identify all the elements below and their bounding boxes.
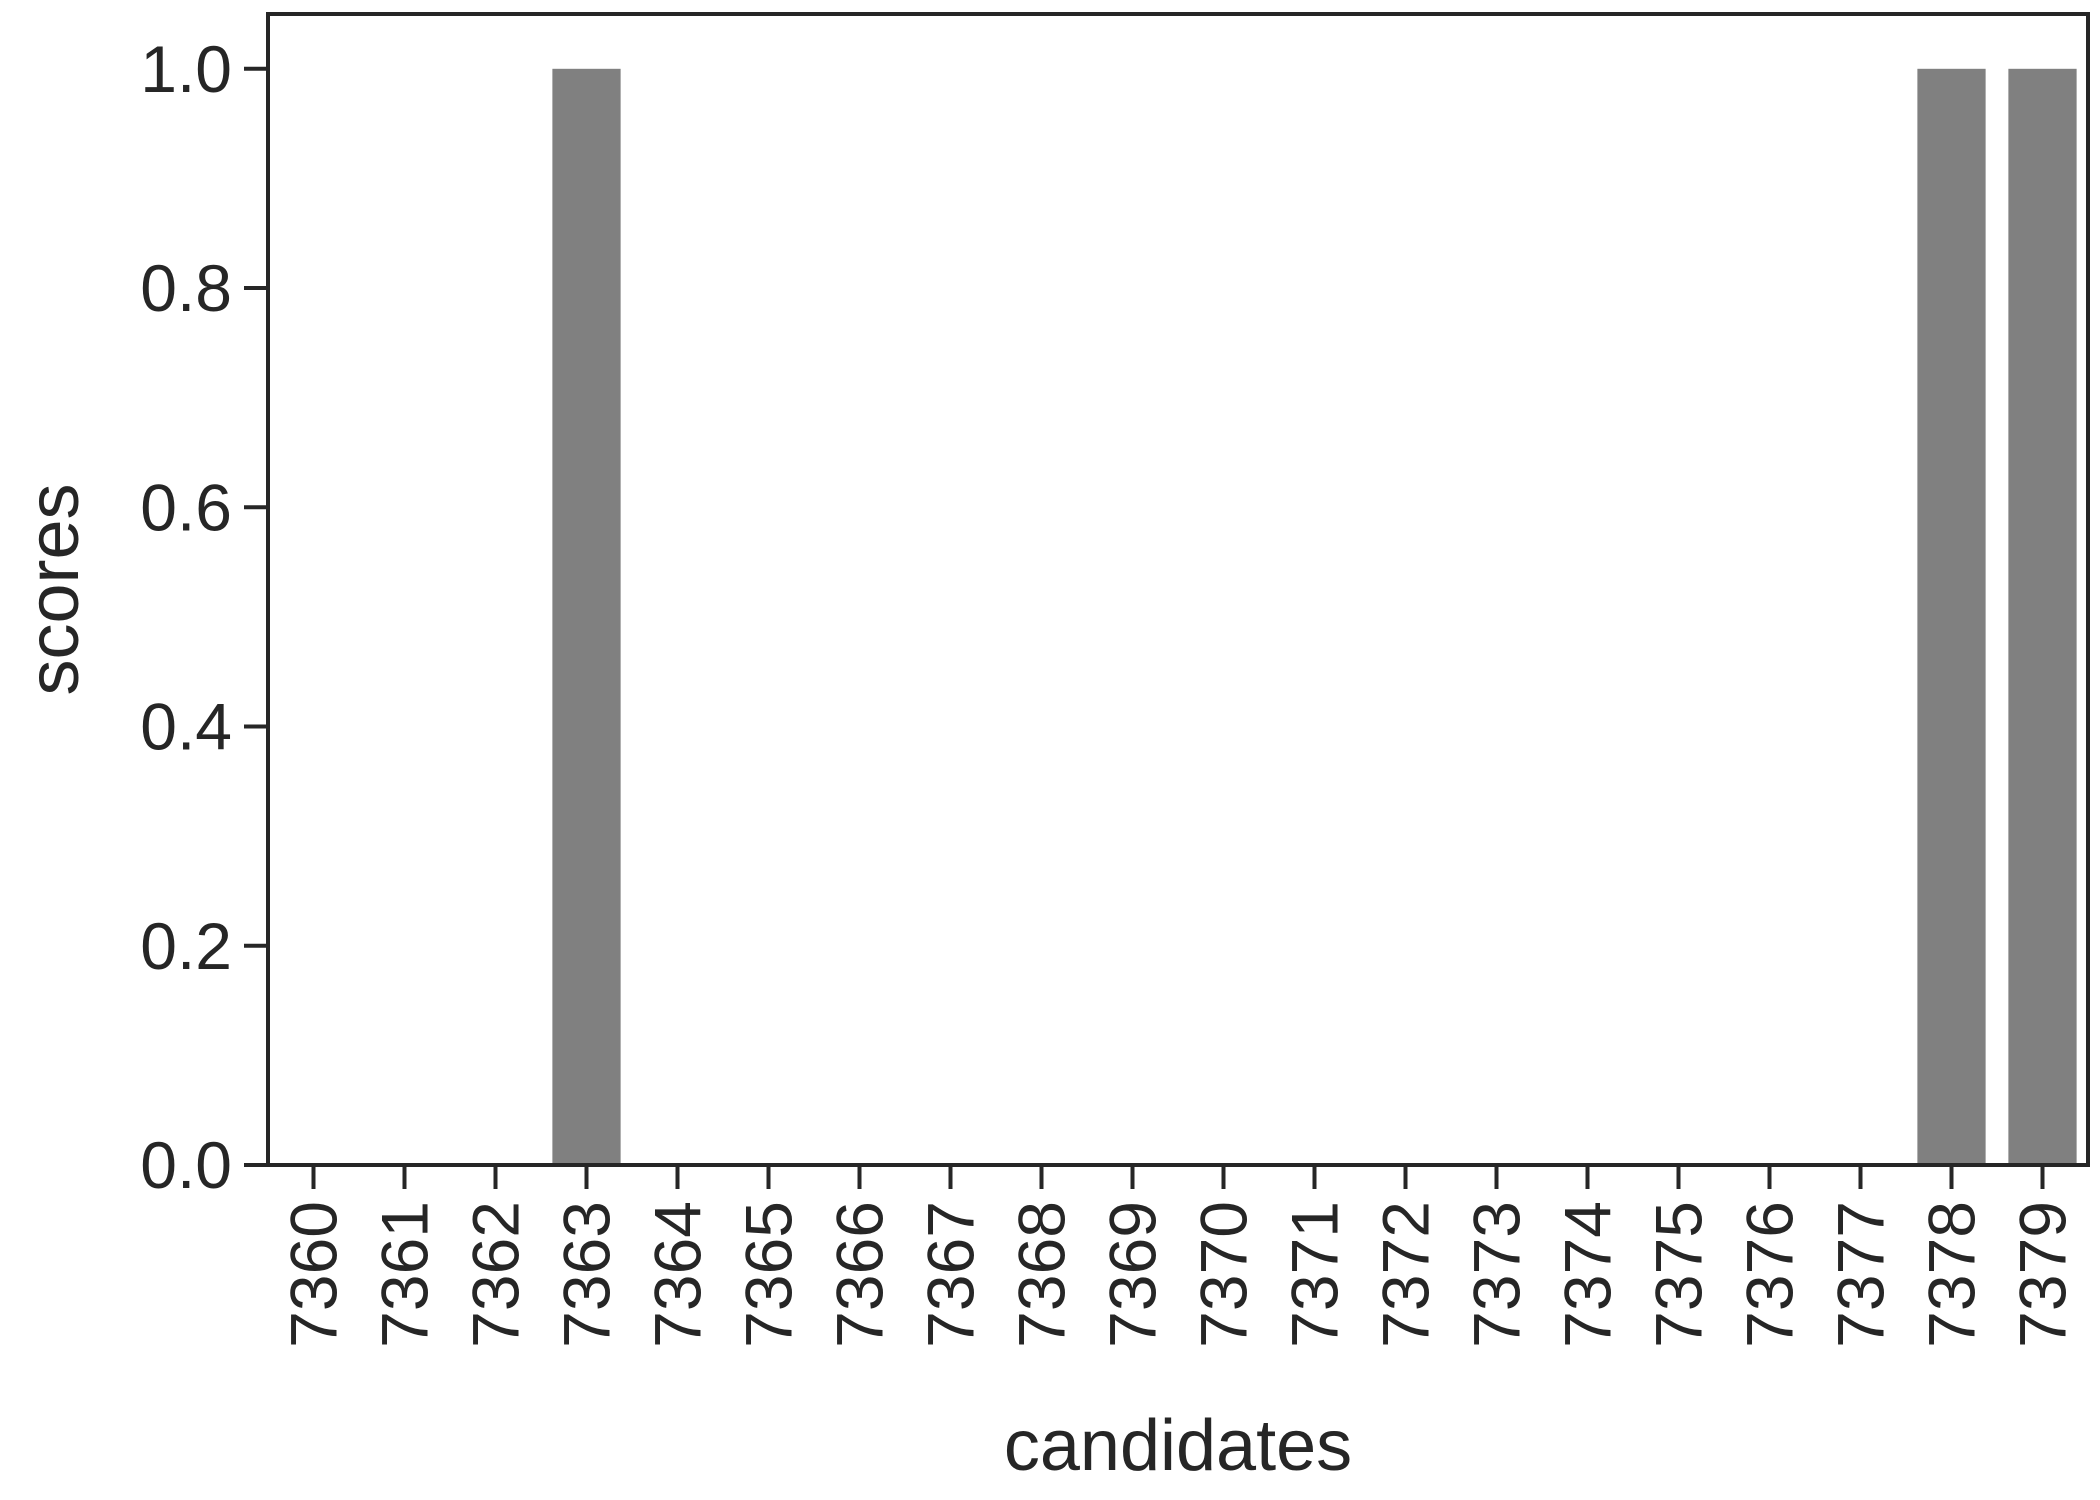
x-tick-label: 7370 bbox=[1187, 1201, 1261, 1348]
x-tick-label: 7368 bbox=[1005, 1201, 1079, 1348]
y-axis-ticks: 0.0 0.2 0.4 0.6 0.8 1.0 bbox=[140, 32, 268, 1202]
plot-frame bbox=[266, 12, 2090, 1167]
x-tick-label: 7375 bbox=[1642, 1201, 1716, 1348]
y-tick-label: 0.2 bbox=[140, 909, 232, 983]
x-tick-label: 7363 bbox=[550, 1201, 624, 1348]
x-tick-label: 7371 bbox=[1278, 1201, 1352, 1348]
x-tick-label: 7361 bbox=[368, 1201, 442, 1348]
x-tick-label: 7376 bbox=[1733, 1201, 1807, 1348]
x-axis-label: candidates bbox=[1004, 1406, 1352, 1486]
x-tick-label: 7366 bbox=[823, 1201, 897, 1348]
bars-group bbox=[552, 68, 2077, 1165]
y-axis-label: scores bbox=[14, 483, 94, 695]
y-tick-label: 1.0 bbox=[140, 32, 232, 106]
bar-7363 bbox=[552, 68, 621, 1165]
x-tick-label: 7378 bbox=[1915, 1201, 1989, 1348]
x-tick-label: 7369 bbox=[1096, 1201, 1170, 1348]
x-tick-label: 7372 bbox=[1369, 1201, 1443, 1348]
y-tick-label: 0.6 bbox=[140, 470, 232, 544]
bar-7379 bbox=[2008, 68, 2077, 1165]
bar-7378 bbox=[1917, 68, 1986, 1165]
x-tick-label: 7365 bbox=[732, 1201, 806, 1348]
x-tick-label: 7377 bbox=[1824, 1201, 1898, 1348]
y-tick-label: 0.8 bbox=[140, 251, 232, 325]
x-tick-label: 7362 bbox=[459, 1201, 533, 1348]
x-axis-ticks: 7360 7361 7362 7363 7364 7365 7366 7367 7368 7369… bbox=[277, 1165, 2080, 1348]
y-tick-label: 0.4 bbox=[140, 690, 232, 764]
x-tick-label: 7367 bbox=[914, 1201, 988, 1348]
x-tick-label: 7373 bbox=[1460, 1201, 1534, 1348]
x-tick-label: 7379 bbox=[2006, 1201, 2080, 1348]
x-tick-label: 7364 bbox=[641, 1201, 715, 1348]
x-tick-label: 7374 bbox=[1551, 1201, 1625, 1348]
x-tick-label: 7360 bbox=[277, 1201, 351, 1348]
y-tick-label: 0.0 bbox=[140, 1128, 232, 1202]
